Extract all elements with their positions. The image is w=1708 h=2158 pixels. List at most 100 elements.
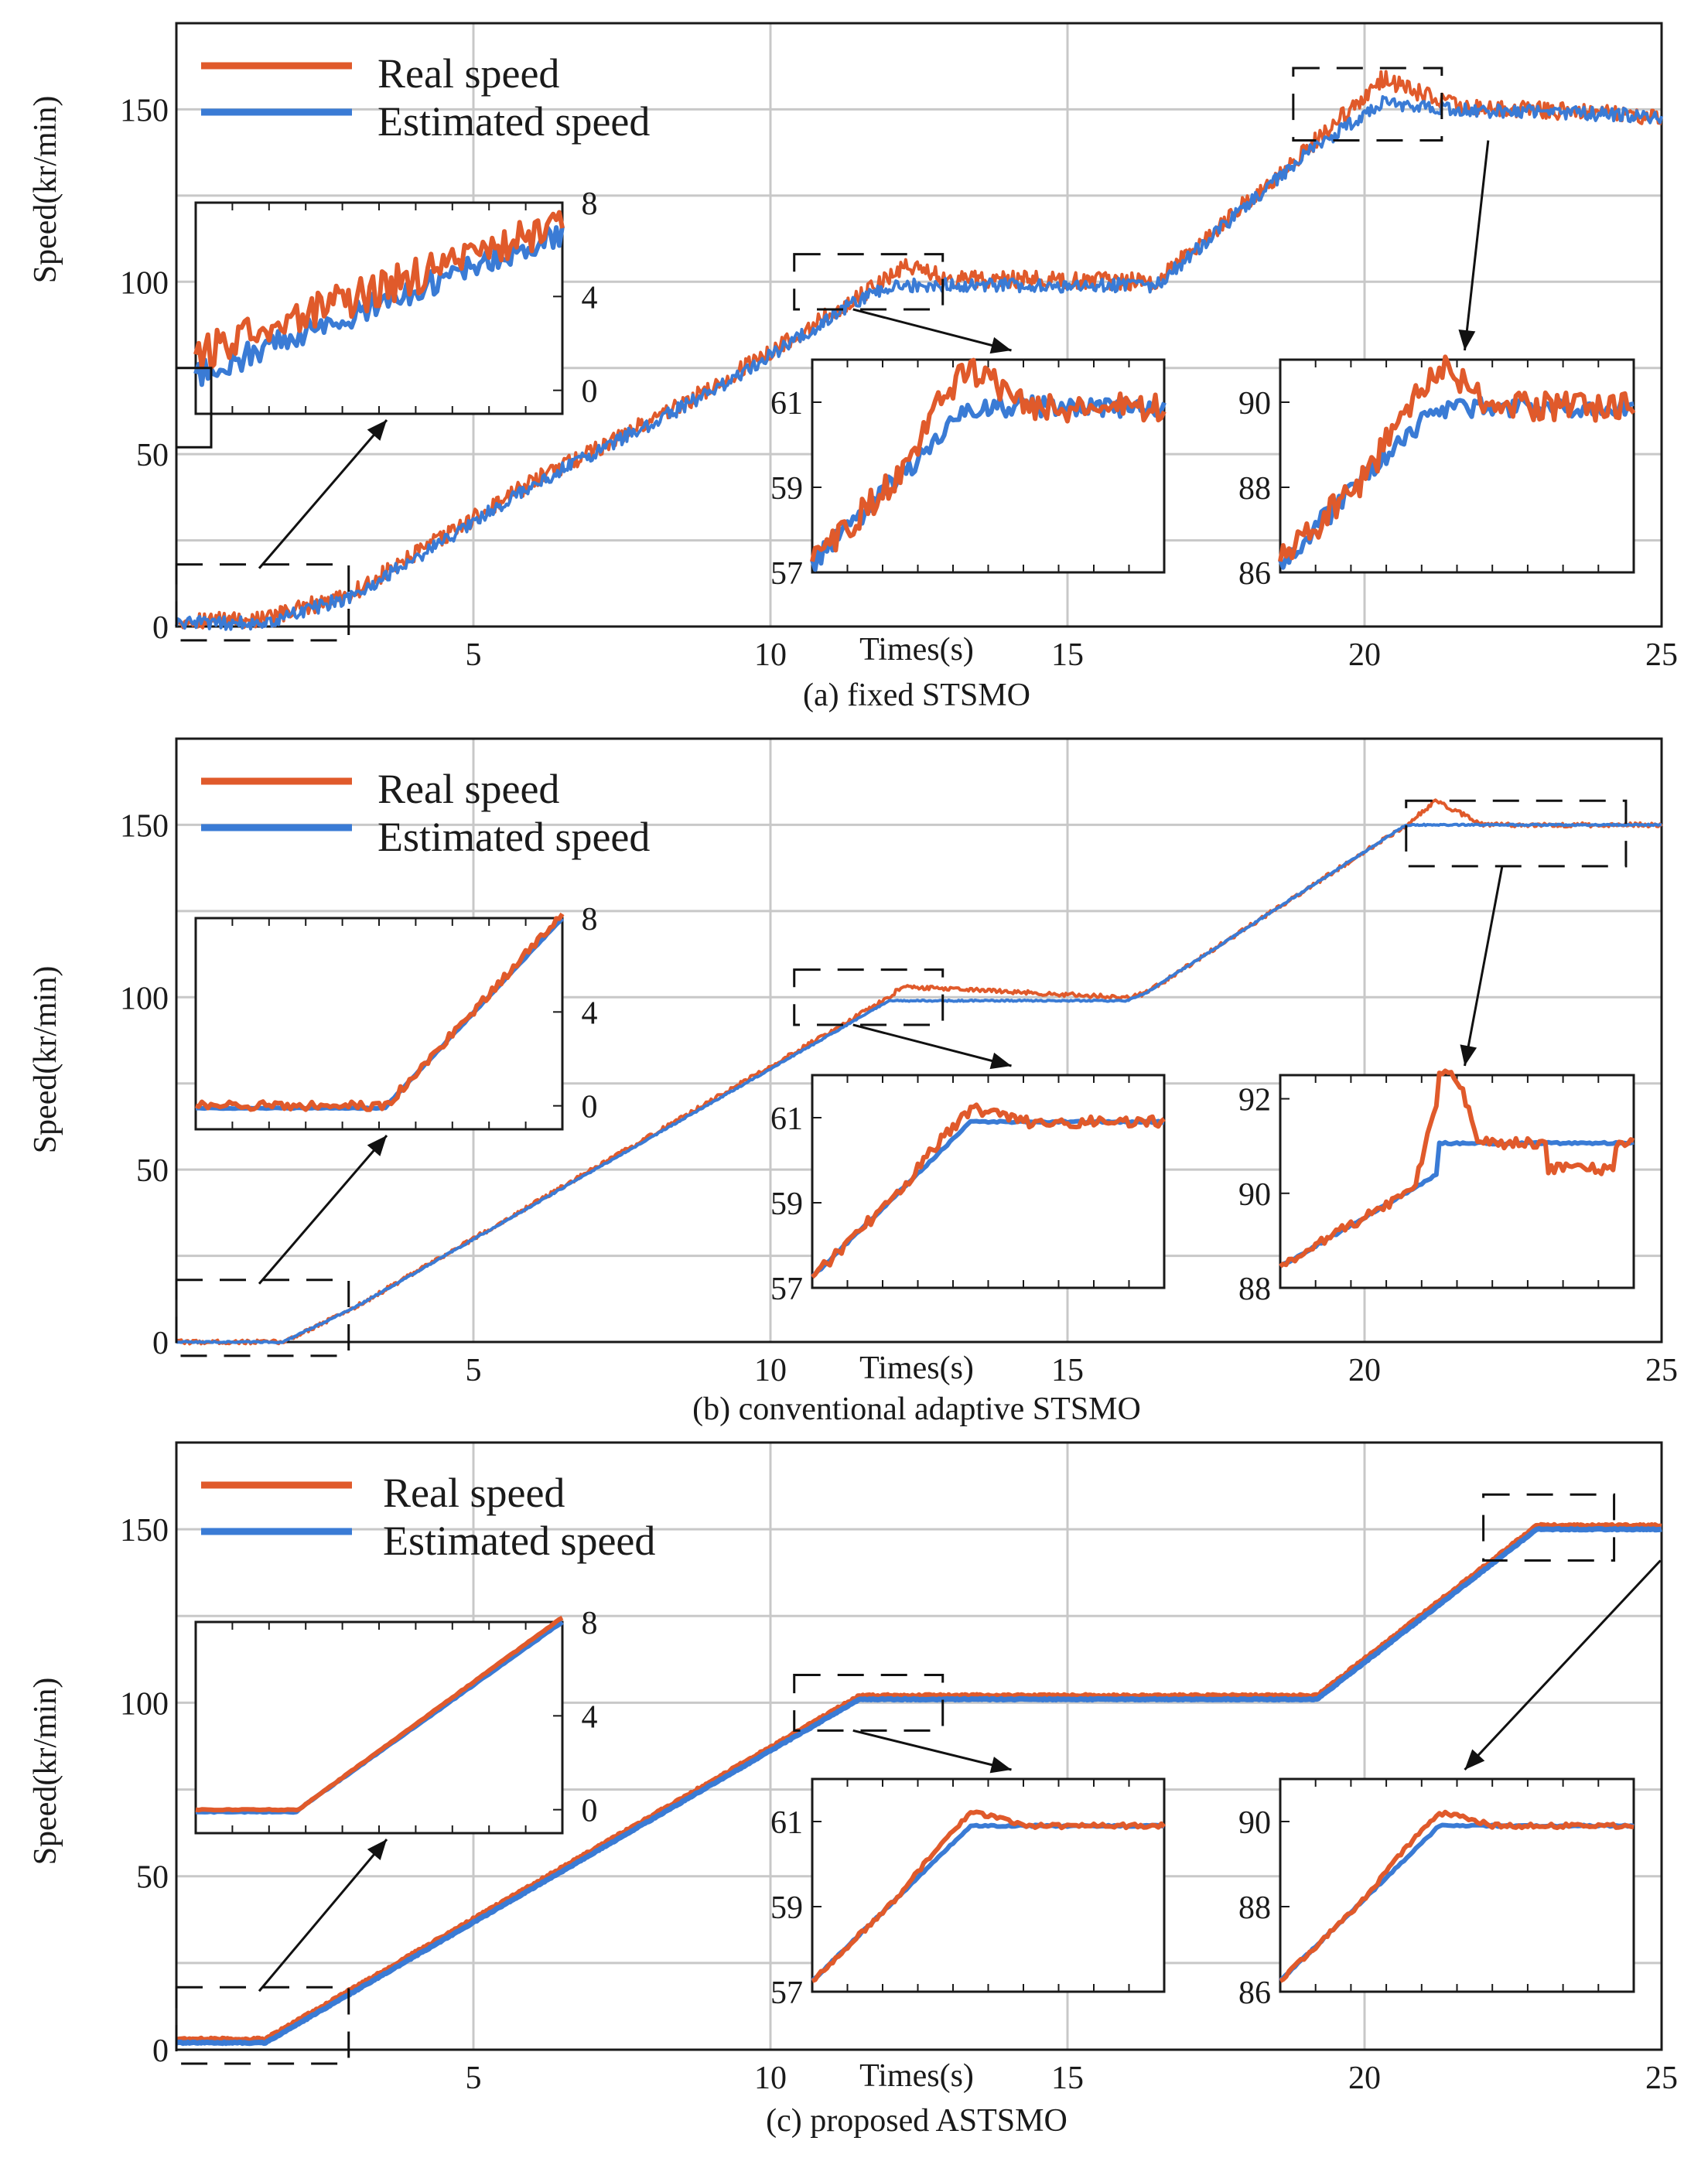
inset-y-tick-label: 88: [1238, 1272, 1271, 1307]
y-tick-label: 100: [120, 1686, 169, 1722]
panel-a-caption: (a) fixed STSMO: [803, 678, 1030, 713]
inset-frame: [194, 917, 564, 1131]
zoom-arrowhead: [367, 1839, 387, 1860]
inset-frame: [1279, 1777, 1635, 1993]
inset-estimated-speed-line: [810, 394, 1167, 572]
zoom-connector: [258, 419, 388, 569]
panel-c-caption: (c) proposed ASTSMO: [766, 2103, 1068, 2139]
inset-y-tick-label: 59: [770, 1890, 803, 1926]
inset-frame: [194, 1620, 564, 1835]
inset-y-tick-label: 61: [770, 386, 803, 422]
inset-y-tick-label: 57: [770, 556, 803, 592]
inset-y-tick-label: 86: [1238, 1975, 1271, 2011]
plot-frame: [175, 737, 1663, 1344]
plot-frame: [175, 1441, 1663, 2051]
inset-real-speed-line: [195, 912, 565, 1112]
inset-real-speed-line: [193, 210, 565, 370]
y-tick-label: 0: [152, 2033, 169, 2069]
zoom-connector: [852, 308, 1012, 352]
inset-frame: [811, 358, 1166, 574]
zoom-arrowhead: [1460, 1044, 1477, 1066]
zoom-box: [793, 253, 945, 311]
inset-real-speed-line: [810, 357, 1167, 562]
inset-real-speed-line: [1279, 1809, 1635, 1983]
inset-y-tick-label: 0: [582, 1090, 598, 1125]
inset-y-tick-label: 90: [1238, 386, 1271, 422]
inset-frame: [811, 1074, 1166, 1289]
y-tick-label: 50: [136, 1153, 169, 1189]
zoom-box: [1292, 67, 1443, 142]
inset-y-tick-label: 88: [1238, 471, 1271, 507]
y-tick-label: 50: [136, 438, 169, 473]
x-tick-label: 10: [754, 637, 787, 673]
panel-b-legend-estimated: Estimated speed: [377, 814, 650, 860]
inset-left: 8 4 0: [194, 902, 598, 1131]
zoom-arrowhead: [989, 336, 1012, 354]
x-tick-label: 25: [1645, 2061, 1678, 2096]
inset-y-tick-label: 8: [582, 1606, 598, 1641]
x-tick-label: 15: [1051, 2061, 1084, 2096]
inset-y-tick-label: 61: [770, 1101, 803, 1137]
panel-c-legend-real: Real speed: [383, 1470, 565, 1516]
zoom-box: [175, 563, 350, 642]
inset-y-tick-label: 57: [770, 1975, 803, 2011]
inset-middle: 61 59 57: [770, 357, 1167, 592]
panel-a-legend-real: Real speed: [377, 50, 559, 97]
panel-b-legend-real: Real speed: [377, 766, 559, 812]
y-tick-label: 0: [152, 1326, 169, 1361]
inset-middle: 61 59 57: [770, 1777, 1167, 2011]
y-tick-label: 50: [136, 1860, 169, 1896]
x-tick-label: 20: [1348, 2061, 1381, 2096]
panel-a-legend-estimated: Estimated speed: [377, 98, 650, 145]
y-tick-label: 150: [120, 1513, 169, 1549]
panel-a-xlabel: Times(s): [859, 632, 974, 668]
panel-b-xlabel: Times(s): [859, 1350, 974, 1386]
zoom-box: [1482, 1493, 1616, 1562]
inset-y-tick-label: 8: [582, 186, 598, 222]
zoom-connector: [1464, 140, 1490, 351]
zoom-connector: [258, 1135, 388, 1285]
inset-y-tick-label: 4: [582, 995, 598, 1031]
inset-y-tick-label: 57: [770, 1272, 803, 1307]
inset-y-tick-label: 59: [770, 1187, 803, 1222]
x-tick-label: 10: [754, 1353, 787, 1388]
x-tick-label: 15: [1051, 1353, 1084, 1388]
y-tick-label: 100: [120, 981, 169, 1016]
zoom-connector: [1464, 1559, 1662, 1771]
series-estimated-speed-line: [175, 1526, 1663, 2047]
inset-y-tick-label: 90: [1238, 1177, 1271, 1213]
panel-a-chart: 8 4 0 61 59 57 90 88 86: [175, 22, 1663, 642]
inset-right: 90 88 86: [1238, 1777, 1635, 2011]
inset-y-tick-label: 88: [1238, 1890, 1271, 1926]
inset-y-tick-label: 59: [770, 471, 803, 507]
inset-y-tick-label: 92: [1238, 1083, 1271, 1118]
y-tick-label: 0: [152, 610, 169, 646]
zoom-connector: [852, 1729, 1012, 1771]
inset-real-speed-line: [1278, 354, 1636, 562]
zoom-arrowhead: [367, 420, 387, 441]
panel-a-ylabel: Speed(kr/min): [28, 96, 63, 284]
zoom-box: [175, 1279, 350, 1357]
inset-real-speed-line: [1279, 1068, 1635, 1269]
zoom-arrowhead: [989, 1052, 1012, 1070]
inset-left: 8 4 0: [193, 186, 598, 415]
inset-bracket: [176, 367, 213, 449]
zoom-box: [175, 1986, 350, 2065]
y-tick-label: 150: [120, 93, 169, 128]
inset-frame: [1279, 1074, 1635, 1289]
zoom-connector: [852, 1023, 1012, 1067]
inset-y-tick-label: 8: [582, 902, 598, 937]
x-tick-label: 25: [1645, 1353, 1678, 1388]
panel-c-ylabel: Speed(kr/min): [28, 1678, 63, 1866]
x-tick-label: 10: [754, 2061, 787, 2096]
series-estimated-speed-line: [176, 822, 1662, 1344]
panel-c-xlabel: Times(s): [859, 2058, 974, 2094]
inset-y-tick-label: 86: [1238, 556, 1271, 592]
x-tick-label: 5: [466, 637, 482, 673]
zoom-arrowhead: [1464, 1749, 1485, 1770]
x-tick-label: 20: [1348, 637, 1381, 673]
inset-estimated-speed-line: [1279, 1139, 1635, 1269]
inset-y-tick-label: 90: [1238, 1805, 1271, 1841]
zoom-box: [793, 1674, 945, 1732]
